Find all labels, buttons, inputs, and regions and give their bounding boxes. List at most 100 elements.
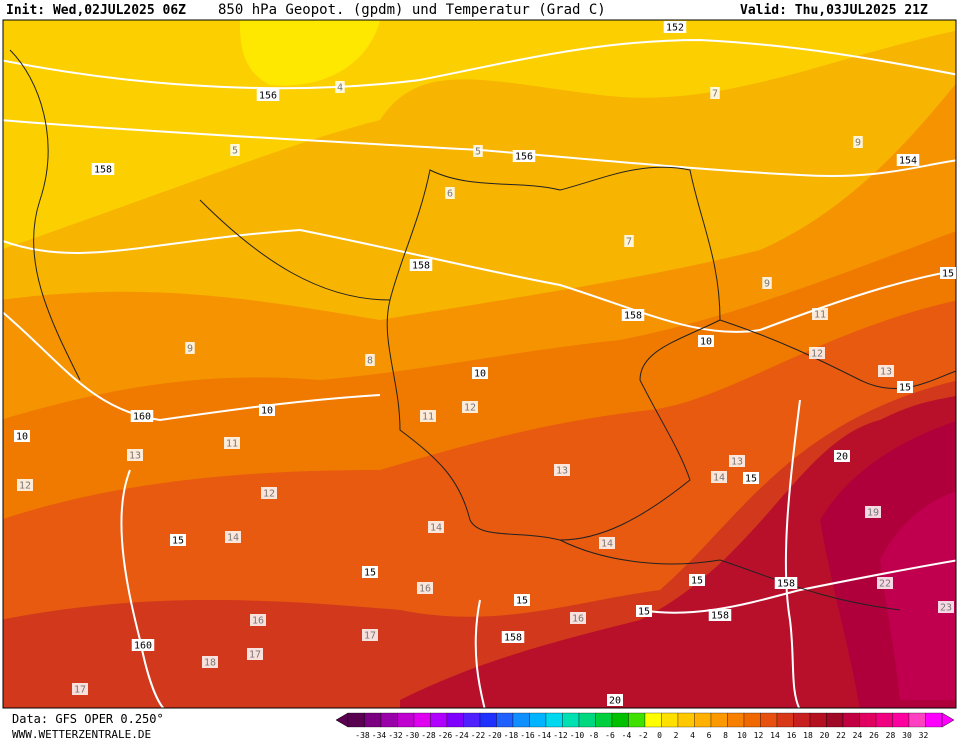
map-title: 850 hPa Geopot. (gpdm) und Temperatur (G… — [218, 2, 606, 18]
geopotential-line — [3, 38, 956, 90]
geopotential-line — [474, 599, 486, 708]
contour-label: 158 — [624, 311, 642, 322]
contour-label: 13 — [556, 466, 568, 477]
contour-label: 16 — [252, 616, 264, 627]
contour-label: 160 — [133, 412, 151, 423]
contour-label: 158 — [711, 611, 729, 622]
contour-label: 154 — [899, 156, 917, 167]
contour-label: 11 — [422, 412, 434, 423]
scale-label: 30 — [902, 731, 912, 740]
scale-swatch — [760, 712, 778, 728]
scale-swatch — [512, 712, 530, 728]
scale-swatch — [611, 712, 629, 728]
scale-swatch — [347, 712, 365, 728]
contour-label: 17 — [364, 631, 376, 642]
contour-label-box — [501, 631, 525, 643]
scale-label: -34 — [372, 731, 387, 740]
contour-label-box — [938, 601, 954, 613]
scale-swatch — [529, 712, 547, 728]
scale-arrow — [335, 712, 349, 728]
temp-field — [400, 395, 956, 708]
contour-label-box — [259, 404, 275, 416]
contour-label: 15 — [364, 568, 376, 579]
scale-label: -16 — [520, 731, 535, 740]
contour-label: 12 — [811, 349, 823, 360]
contour-label-box — [170, 534, 186, 546]
contour-label: 156 — [259, 91, 277, 102]
scale-label: 2 — [674, 731, 679, 740]
contour-label: 14 — [227, 533, 239, 544]
scale-swatch — [925, 712, 943, 728]
scale-swatch — [578, 712, 596, 728]
contour-label: 15 — [942, 269, 954, 280]
contour-label: 152 — [666, 23, 684, 34]
contour-label: 14 — [713, 473, 725, 484]
contour-label: 9 — [855, 138, 861, 149]
scale-swatch — [446, 712, 464, 728]
contour-label-box — [261, 487, 277, 499]
scale-label: 6 — [707, 731, 712, 740]
contour-label: 158 — [504, 633, 522, 644]
contour-label-box — [428, 521, 444, 533]
scale-label: 18 — [803, 731, 813, 740]
scale-label: -26 — [438, 731, 453, 740]
contour-label-box — [445, 187, 455, 199]
contour-label: 10 — [261, 406, 273, 417]
scale-label: -20 — [487, 731, 502, 740]
scale-swatch — [595, 712, 613, 728]
scale-swatch — [809, 712, 827, 728]
scale-swatch — [479, 712, 497, 728]
scale-label: 28 — [886, 731, 896, 740]
scale-label: 26 — [869, 731, 879, 740]
valid-time: Valid: Thu,03JUL2025 21Z — [740, 3, 928, 18]
contour-label-box — [897, 381, 913, 393]
scale-label: -28 — [421, 731, 436, 740]
scale-swatch — [661, 712, 679, 728]
contour-label: 10 — [16, 432, 28, 443]
scale-swatch — [496, 712, 514, 728]
contour-label-box — [621, 309, 645, 321]
contour-label-box — [514, 594, 530, 606]
contour-label: 158 — [412, 261, 430, 272]
scale-label: -2 — [638, 731, 648, 740]
scale-label: -18 — [504, 731, 519, 740]
scale-swatch — [875, 712, 893, 728]
contour-label-box — [878, 365, 894, 377]
contour-label: 6 — [447, 189, 453, 200]
geopotential-line — [120, 469, 165, 708]
contour-label-box — [14, 430, 30, 442]
contour-label: 7 — [626, 237, 632, 248]
scale-label: 24 — [853, 731, 863, 740]
contour-label-box — [711, 471, 727, 483]
website: WWW.WETTERZENTRALE.DE — [12, 728, 151, 741]
contour-label: 16 — [572, 614, 584, 625]
contour-label-box — [663, 21, 687, 33]
contour-label-box — [417, 582, 433, 594]
scale-swatch — [397, 712, 415, 728]
contour-label: 13 — [880, 367, 892, 378]
scale-label: 12 — [754, 731, 764, 740]
contour-label: 15 — [172, 536, 184, 547]
contour-label: 7 — [712, 89, 718, 100]
scale-swatch — [842, 712, 860, 728]
scale-label: 32 — [919, 731, 929, 740]
contour-label-box — [247, 648, 263, 660]
scale-swatch — [826, 712, 844, 728]
contour-label-box — [774, 577, 798, 589]
contour-label: 14 — [601, 539, 613, 550]
contour-label-box — [834, 450, 850, 462]
scale-label: 14 — [770, 731, 780, 740]
scale-label: -12 — [553, 731, 568, 740]
contour-label-box — [131, 639, 155, 651]
contour-label: 160 — [134, 641, 152, 652]
scale-swatch — [644, 712, 662, 728]
contour-label: 156 — [515, 152, 533, 163]
contour-label-box — [230, 144, 240, 156]
data-source: Data: GFS OPER 0.250° — [12, 712, 164, 726]
geopotential-line — [639, 559, 956, 614]
scale-swatch — [908, 712, 926, 728]
contour-label: 20 — [609, 696, 621, 707]
contour-label-box — [225, 531, 241, 543]
contour-label-box — [91, 163, 115, 175]
